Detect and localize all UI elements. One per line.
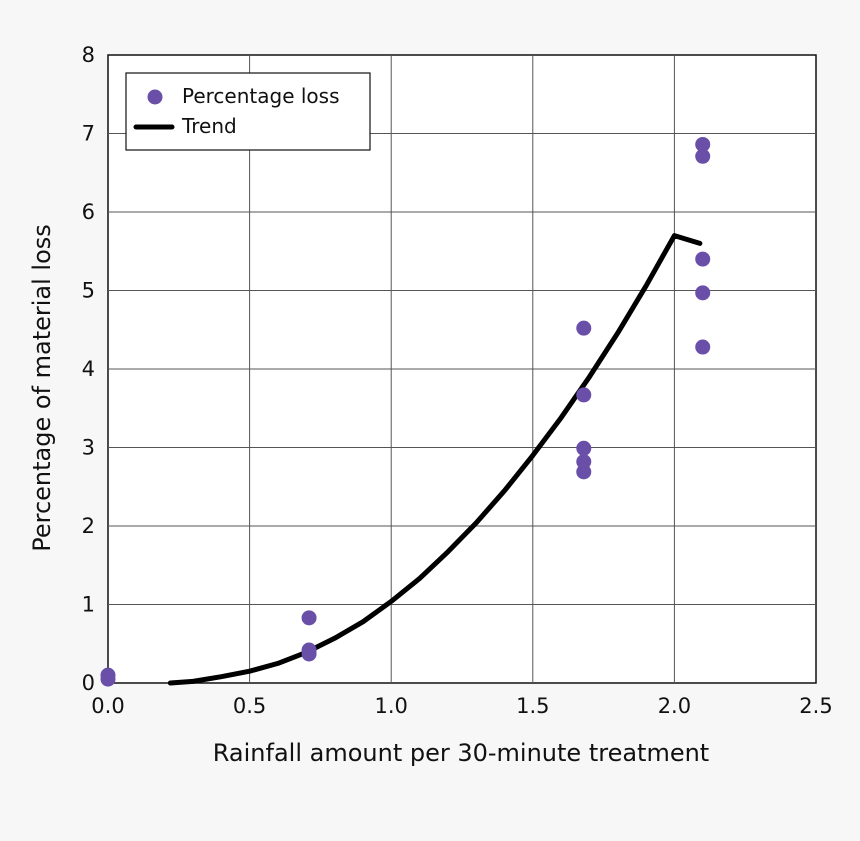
legend-label-trend: Trend (181, 114, 237, 138)
x-axis-label: Rainfall amount per 30-minute treatment (213, 739, 709, 767)
grid-lines (108, 55, 816, 683)
legend-box (125, 72, 371, 151)
x-tick-label: 2.5 (799, 694, 832, 718)
data-point (576, 387, 592, 403)
data-point (695, 339, 711, 355)
x-tick-label: 0.0 (91, 694, 124, 718)
y-tick-label: 3 (82, 436, 95, 460)
data-point (695, 136, 711, 152)
y-tick-label: 7 (82, 122, 95, 146)
x-tick-label: 1.5 (516, 694, 549, 718)
scatter-points (100, 136, 711, 687)
x-tick-label: 1.0 (374, 694, 407, 718)
y-tick-label: 2 (82, 514, 95, 538)
data-point (576, 320, 592, 336)
data-point (576, 464, 592, 480)
legend: Percentage loss Trend (125, 72, 371, 151)
x-tick-label: 2.0 (658, 694, 691, 718)
trend-line (167, 233, 703, 686)
data-point (695, 251, 711, 267)
y-tick-label: 4 (82, 357, 95, 381)
x-axis-ticks: 0.0 0.5 1.0 1.5 2.0 2.5 (91, 694, 832, 718)
data-point (301, 646, 317, 662)
y-tick-label: 8 (82, 43, 95, 67)
legend-label-percentage-loss: Percentage loss (182, 84, 340, 108)
y-tick-label: 6 (82, 200, 95, 224)
data-point (695, 285, 711, 301)
y-tick-label: 0 (82, 671, 95, 695)
y-tick-label: 5 (82, 279, 95, 303)
y-axis-ticks: 0 1 2 3 4 5 6 7 8 (82, 43, 95, 695)
legend-marker-percentage-loss (147, 89, 163, 105)
y-axis-label: Percentage of material loss (28, 224, 56, 552)
x-tick-label: 0.5 (233, 694, 266, 718)
data-point (301, 610, 317, 626)
y-tick-label: 1 (82, 593, 95, 617)
data-point (695, 148, 711, 164)
data-point (576, 440, 592, 456)
data-point (100, 667, 116, 683)
